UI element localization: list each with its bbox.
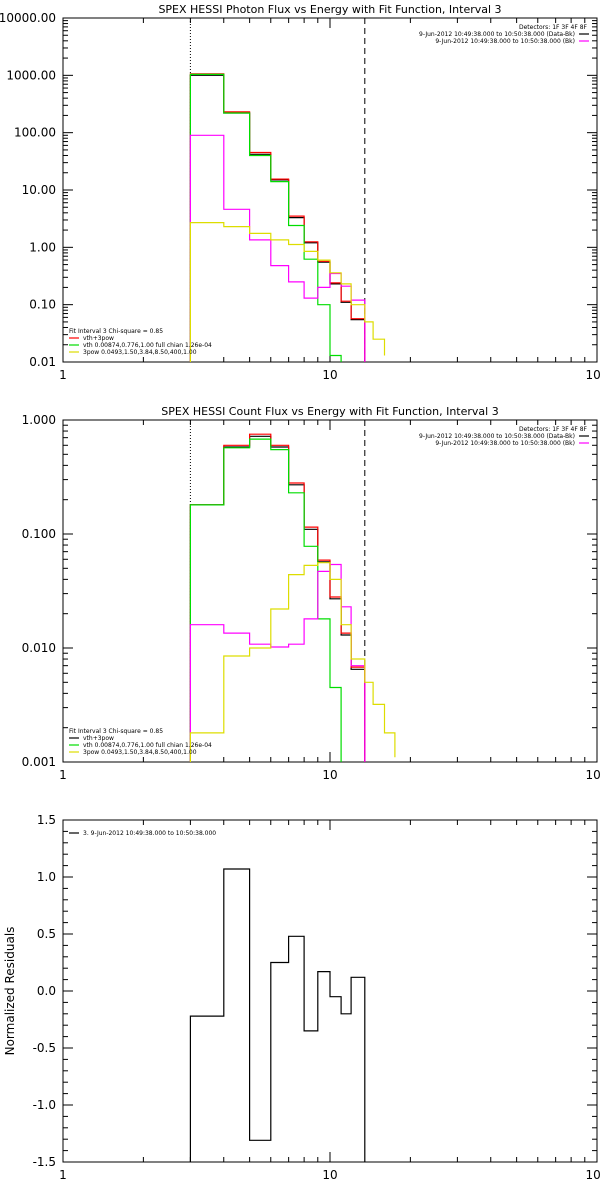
x-tick-label: 1 — [59, 368, 67, 382]
legend-header: Fit Interval 3 Chi-square = 0.85 — [69, 728, 163, 735]
x-tick-label: 10 — [322, 368, 337, 382]
y-tick-label: 1.000 — [22, 413, 56, 427]
legend-entry: 9-Jun-2012 10:49:38.000 to 10:50:38.000 … — [419, 433, 575, 440]
series-line-1 — [189, 74, 366, 362]
y-tick-label: -1.5 — [33, 1155, 56, 1169]
x-tick-label: 10 — [322, 1168, 337, 1182]
series-line-1 — [189, 435, 366, 762]
legend-entry: 3. 9-Jun-2012 10:49:38.000 to 10:50:38.0… — [83, 830, 216, 837]
series-line-5 — [189, 562, 396, 762]
panel-2: SPEX HESSI Count Flux vs Energy with Fit… — [22, 405, 600, 782]
series-line-3 — [189, 438, 342, 762]
y-tick-label: -0.5 — [33, 1041, 56, 1055]
x-tick-label: 1 — [59, 1168, 67, 1182]
legend-entry: 3pow 0.0493,1.50,3.84,8.50,400,1.00 — [83, 349, 197, 356]
y-tick-label: 0.0 — [37, 984, 56, 998]
legend-header: Detectors: 1F 3F 4F 8F — [519, 426, 588, 433]
y-tick-label: 1.0 — [37, 870, 56, 884]
chart-title: SPEX HESSI Photon Flux vs Energy with Fi… — [158, 3, 501, 16]
x-tick-label: 1 — [59, 768, 67, 782]
y-tick-label: -1.0 — [33, 1098, 56, 1112]
series-line-4 — [189, 134, 366, 362]
y-tick-label: 10000.00 — [0, 11, 56, 25]
legend-entry: vth 0.00874,0.776,1.00 full chian 1.26e-… — [83, 342, 212, 349]
y-tick-label: 0.10 — [29, 298, 56, 312]
series-line-5 — [189, 222, 386, 362]
legend-entry: 3pow 0.0493,1.50,3.84,8.50,400,1.00 — [83, 749, 197, 756]
y-tick-label: 1000.00 — [6, 68, 56, 82]
y-tick-label: 1.5 — [37, 813, 56, 827]
x-tick-label: 100 — [586, 368, 600, 382]
legend-entry: vth 0.00874,0.776,1.00 full chian 1.26e-… — [83, 742, 212, 749]
y-tick-label: 0.5 — [37, 927, 56, 941]
legend-entry: vth+3pow — [83, 335, 114, 342]
legend-entry: 9-Jun-2012 10:49:38.000 to 10:50:38.000 … — [435, 440, 575, 447]
series-line-2 — [189, 73, 366, 362]
y-axis-label: Normalized Residuals — [3, 927, 17, 1056]
series-line-4 — [189, 563, 366, 762]
y-tick-label: 10.00 — [22, 183, 56, 197]
legend-header: Detectors: 1F 3F 4F 8F — [519, 24, 588, 31]
panel-1: SPEX HESSI Photon Flux vs Energy with Fi… — [0, 3, 600, 382]
y-tick-label: 1.00 — [29, 240, 56, 254]
y-tick-label: 0.001 — [22, 755, 56, 769]
series-line-2 — [189, 433, 366, 762]
y-tick-label: 0.010 — [22, 641, 56, 655]
x-tick-label: 100 — [586, 768, 600, 782]
series-line-3 — [189, 73, 342, 362]
legend-header: Fit Interval 3 Chi-square = 0.85 — [69, 328, 163, 335]
panel-3: 1 10 100 -1.5 -1.0 -0.5 0.0 0.5 1.0 1.5 Normalized… — [3, 813, 600, 1182]
legend-entry: vth+3pow — [83, 735, 114, 742]
y-tick-label: 0.01 — [29, 355, 56, 369]
y-tick-label: 0.100 — [22, 527, 56, 541]
legend-entry: 9-Jun-2012 10:49:38.000 to 10:50:38.000 … — [419, 31, 575, 38]
series-line-1 — [189, 868, 366, 1162]
x-tick-label: 10 — [322, 768, 337, 782]
x-tick-label: 100 — [586, 1168, 600, 1182]
legend-entry: 9-Jun-2012 10:49:38.000 to 10:50:38.000 … — [435, 38, 575, 45]
chart-title: SPEX HESSI Count Flux vs Energy with Fit… — [161, 405, 498, 418]
y-tick-label: 100.00 — [14, 126, 56, 140]
